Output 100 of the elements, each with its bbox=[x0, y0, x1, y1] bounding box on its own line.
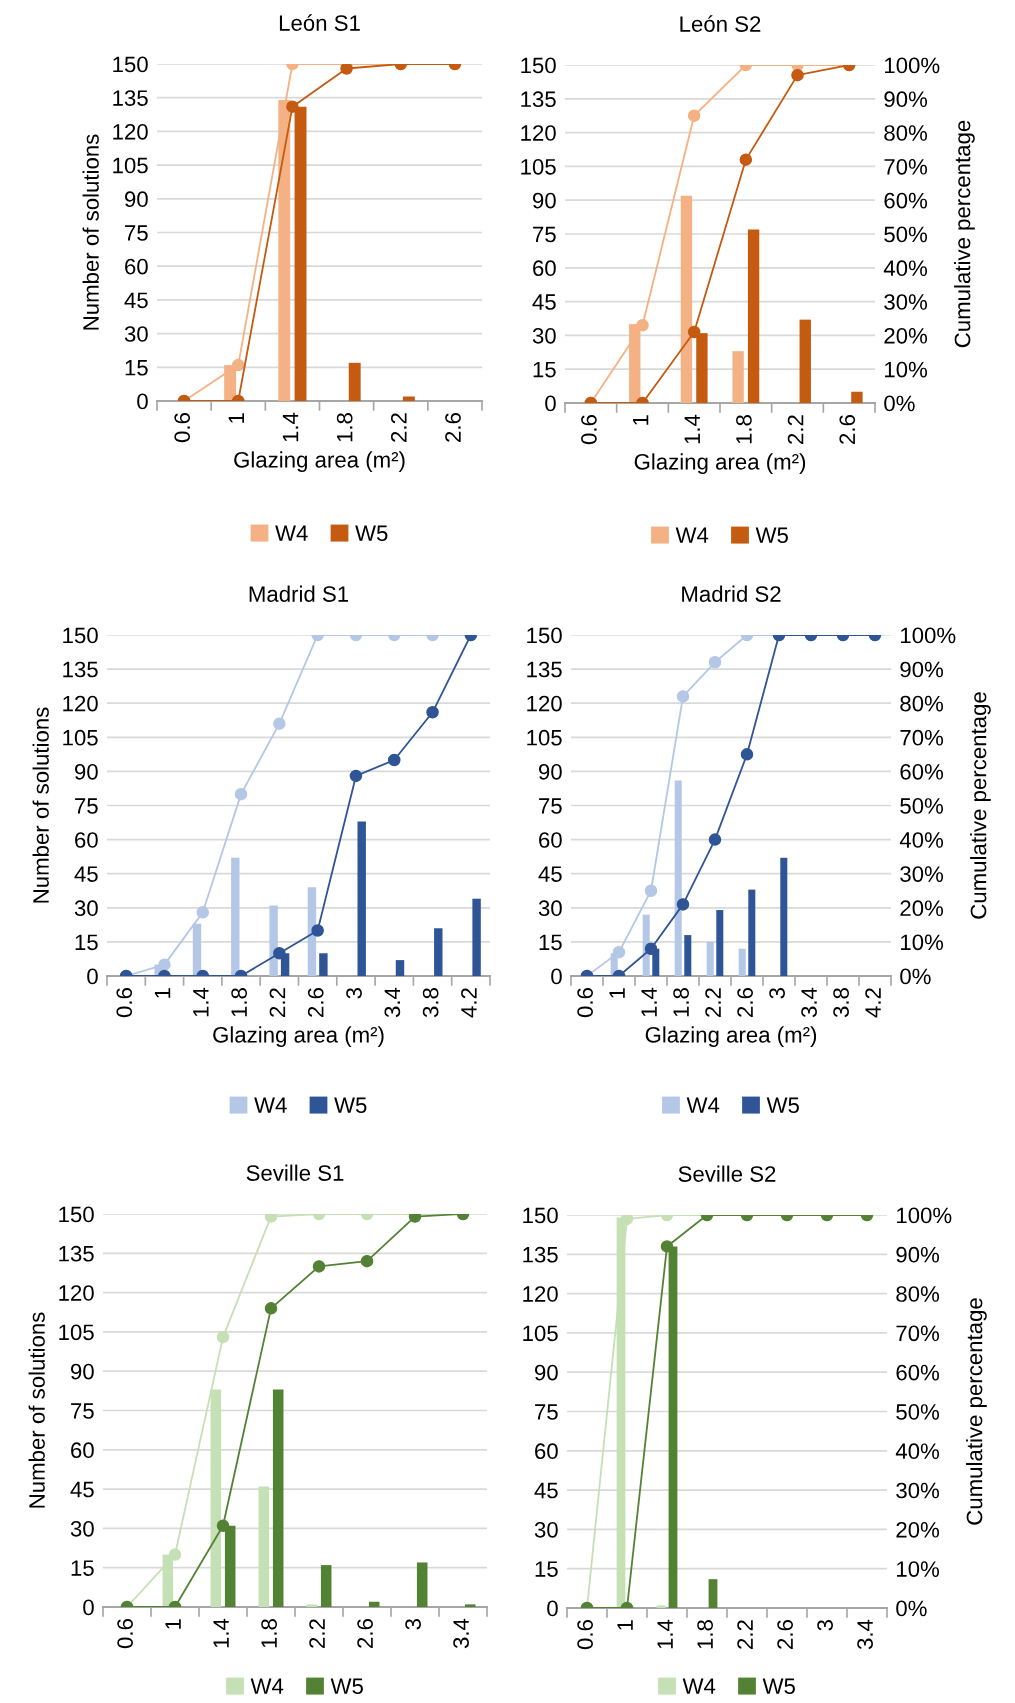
y-tick-label: 150 bbox=[59, 1206, 94, 1223]
bar bbox=[738, 948, 746, 976]
y2-tick-label: 60% bbox=[884, 192, 928, 209]
x-tick-label: 0.6 bbox=[577, 988, 593, 1018]
bar bbox=[434, 928, 443, 976]
bar bbox=[747, 229, 760, 403]
point bbox=[387, 753, 401, 767]
legend-label: W4 bbox=[254, 1097, 287, 1113]
y-tick-label: 105 bbox=[63, 729, 98, 746]
y-tick-label: 150 bbox=[63, 627, 98, 644]
legend-label: W5 bbox=[330, 1678, 363, 1695]
x-tick-label: 0.6 bbox=[116, 988, 133, 1018]
y2-tick-label: 20% bbox=[896, 1521, 940, 1538]
x-tick-label: 1.4 bbox=[213, 1618, 229, 1648]
y2-tick-label: 50% bbox=[884, 226, 928, 243]
bar bbox=[464, 1604, 476, 1607]
y-tick-label: 105 bbox=[527, 729, 562, 746]
y-tick-label: 120 bbox=[113, 123, 148, 140]
y-tick-label: 150 bbox=[521, 57, 556, 74]
y2-tick-label: 50% bbox=[896, 1404, 940, 1420]
y2-tick-label: 100% bbox=[897, 1207, 952, 1224]
bar bbox=[348, 362, 361, 401]
x-tick-label: 1.4 bbox=[684, 414, 700, 444]
point bbox=[740, 748, 754, 761]
x-tick-label: 1 bbox=[617, 1620, 633, 1630]
point bbox=[620, 1215, 634, 1226]
y-tick-label: 45 bbox=[70, 1481, 94, 1498]
y-tick-label: 0 bbox=[547, 1600, 558, 1617]
chart-title: Madrid S1 bbox=[249, 585, 349, 602]
bar bbox=[472, 898, 481, 976]
y-tick-label: 30 bbox=[532, 327, 556, 344]
bar bbox=[732, 351, 744, 403]
point bbox=[687, 325, 701, 339]
y-tick-label: 60 bbox=[71, 1442, 94, 1459]
y-tick-label: 135 bbox=[523, 1246, 558, 1263]
x-tick-label: 2.2 bbox=[705, 988, 721, 1017]
y-tick-label: 135 bbox=[527, 661, 562, 678]
y-tick-label: 30 bbox=[538, 900, 562, 917]
y-tick-label: 15 bbox=[533, 361, 556, 378]
y-tick-label: 30 bbox=[74, 900, 98, 917]
y-tick-label: 90 bbox=[74, 763, 98, 780]
x-tick-label: 1.4 bbox=[193, 987, 209, 1017]
x-tick-label: 1.4 bbox=[657, 1619, 673, 1649]
x-tick-label: 2.2 bbox=[269, 988, 286, 1017]
x-tick-label: 2.6 bbox=[445, 413, 461, 442]
bar bbox=[319, 953, 328, 976]
y2-tick-label: 40% bbox=[883, 260, 928, 277]
legend-label: W4 bbox=[675, 527, 709, 543]
point bbox=[349, 769, 363, 783]
y2-tick-label: 80% bbox=[900, 695, 944, 712]
x-tick-label: 2.2 bbox=[309, 1619, 325, 1648]
y-tick-label: 75 bbox=[535, 1404, 558, 1420]
y2-tick-label: 90% bbox=[900, 661, 944, 678]
x-tick-label: 1 bbox=[165, 1619, 181, 1629]
y2-axis-title: Cumulative percentage bbox=[954, 120, 975, 348]
x-tick-label: 1.4 bbox=[282, 412, 299, 442]
y-tick-label: 30 bbox=[70, 1520, 94, 1537]
x-tick-label: 2.6 bbox=[307, 988, 324, 1017]
y2-tick-label: 40% bbox=[899, 832, 944, 848]
bar bbox=[357, 821, 366, 976]
x-tick-label: 0.6 bbox=[581, 415, 597, 445]
x-tick-label: 2.6 bbox=[839, 415, 856, 444]
x-tick-label: 3.4 bbox=[453, 1618, 469, 1649]
x-tick-label: 4.2 bbox=[865, 988, 881, 1018]
point bbox=[676, 898, 690, 911]
point bbox=[708, 833, 722, 846]
bar bbox=[416, 1562, 428, 1607]
y2-tick-label: 30% bbox=[896, 1482, 940, 1499]
y-tick-label: 0 bbox=[137, 393, 148, 410]
x-tick-label: 4.2 bbox=[461, 988, 477, 1018]
y-tick-label: 120 bbox=[59, 1285, 94, 1301]
y-tick-label: 75 bbox=[533, 226, 556, 243]
y-tick-label: 120 bbox=[523, 1286, 558, 1302]
y-tick-label: 75 bbox=[75, 798, 98, 814]
bar bbox=[680, 195, 693, 403]
x-tick-label: 3.4 bbox=[857, 1619, 873, 1650]
y-tick-label: 150 bbox=[523, 1207, 558, 1224]
legend-label: W5 bbox=[755, 527, 788, 544]
y-tick-label: 135 bbox=[113, 90, 148, 106]
y-tick-label: 0 bbox=[545, 395, 556, 412]
y2-axis-title: Cumulative percentage bbox=[966, 1298, 987, 1525]
x-tick-label: 3 bbox=[817, 1620, 833, 1631]
y-tick-label: 60 bbox=[539, 832, 562, 848]
chart-title: León S2 bbox=[680, 15, 761, 32]
bar bbox=[368, 1601, 380, 1607]
x-tick-label: 1.4 bbox=[641, 987, 657, 1017]
y-tick-label: 45 bbox=[534, 1482, 558, 1499]
x-tick-label: 2.6 bbox=[357, 1619, 373, 1648]
x-tick-label: 1 bbox=[609, 988, 625, 998]
x-tick-label: 3 bbox=[769, 988, 785, 999]
y-tick-label: 60 bbox=[75, 832, 98, 848]
x-axis-title: Glazing area (m²) bbox=[213, 1026, 384, 1048]
legend-label: W4 bbox=[682, 1678, 716, 1694]
y2-tick-label: 0% bbox=[884, 395, 915, 412]
y-tick-label: 75 bbox=[125, 225, 148, 241]
y-tick-label: 120 bbox=[521, 125, 556, 141]
y2-axis-title: Cumulative percentage bbox=[970, 692, 991, 919]
y-tick-label: 135 bbox=[521, 91, 556, 108]
y-axis-title: Number of solutions bbox=[28, 1312, 45, 1508]
legend-label: W4 bbox=[686, 1097, 720, 1113]
